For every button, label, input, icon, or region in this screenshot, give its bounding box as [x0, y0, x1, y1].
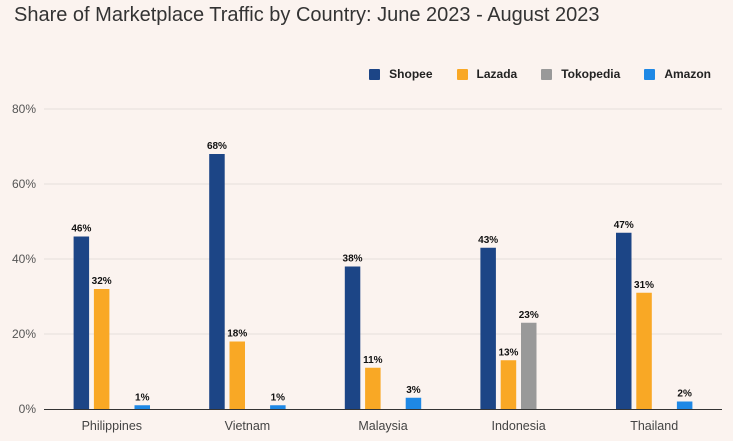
data-label-lazada: 11%: [363, 355, 383, 366]
bar-shopee: [73, 236, 90, 409]
bar-shopee: [209, 154, 225, 409]
bar-lazada: [636, 292, 652, 409]
data-label-shopee: 46%: [71, 224, 91, 235]
y-tick-label: 40%: [12, 252, 36, 266]
legend-label-tokopedia: Tokopedia: [561, 67, 621, 81]
y-tick-label: 0%: [19, 402, 37, 416]
x-tick-label: Vietnam: [225, 419, 271, 433]
bar-amazon: [676, 401, 693, 409]
data-label-tokopedia: 23%: [519, 310, 539, 321]
data-label-shopee: 38%: [343, 254, 363, 265]
bar-amazon: [405, 397, 422, 409]
data-label-lazada: 13%: [498, 347, 518, 358]
data-label-amazon: 1%: [271, 392, 286, 403]
legend-item-amazon: Amazon: [644, 67, 711, 81]
data-label-lazada: 32%: [92, 276, 112, 287]
data-label-amazon: 1%: [135, 392, 150, 403]
legend-swatch-shopee: [369, 68, 381, 80]
data-label-shopee: 47%: [614, 220, 634, 231]
data-label-lazada: 31%: [634, 280, 654, 291]
data-label-amazon: 3%: [406, 385, 421, 396]
legend-swatch-tokopedia: [541, 68, 553, 80]
bar-shopee: [480, 247, 496, 409]
legend-label-amazon: Amazon: [664, 67, 711, 81]
legend-item-lazada: Lazada: [456, 67, 518, 81]
legend-swatch-lazada: [456, 68, 468, 80]
bar-shopee: [616, 232, 632, 409]
legend-item-shopee: Shopee: [369, 67, 433, 81]
bar-amazon: [134, 405, 150, 409]
bar-lazada: [365, 367, 381, 409]
data-label-amazon: 2%: [677, 389, 692, 400]
bar-lazada: [93, 289, 110, 409]
bar-amazon: [270, 405, 286, 409]
bar-shopee: [344, 266, 361, 409]
bar-lazada: [229, 341, 245, 409]
x-tick-label: Malaysia: [358, 419, 407, 433]
chart-title: Share of Marketplace Traffic by Country:…: [14, 4, 600, 26]
y-tick-label: 20%: [12, 327, 36, 341]
legend-swatch-amazon: [644, 68, 656, 80]
legend-item-tokopedia: Tokopedia: [541, 67, 620, 81]
bar-tokopedia: [521, 322, 537, 409]
y-tick-label: 80%: [12, 102, 36, 116]
legend-label-shopee: Shopee: [389, 67, 433, 81]
y-tick-label: 60%: [12, 177, 36, 191]
x-tick-label: Philippines: [82, 419, 142, 433]
data-label-lazada: 18%: [227, 329, 247, 340]
data-label-shopee: 43%: [478, 235, 498, 246]
data-label-shopee: 68%: [207, 141, 227, 152]
bar-lazada: [500, 360, 517, 409]
chart-legend: Shopee Lazada Tokopedia Amazon: [345, 67, 711, 81]
x-tick-label: Thailand: [630, 419, 678, 433]
legend-label-lazada: Lazada: [476, 67, 518, 81]
x-tick-label: Indonesia: [491, 419, 545, 433]
